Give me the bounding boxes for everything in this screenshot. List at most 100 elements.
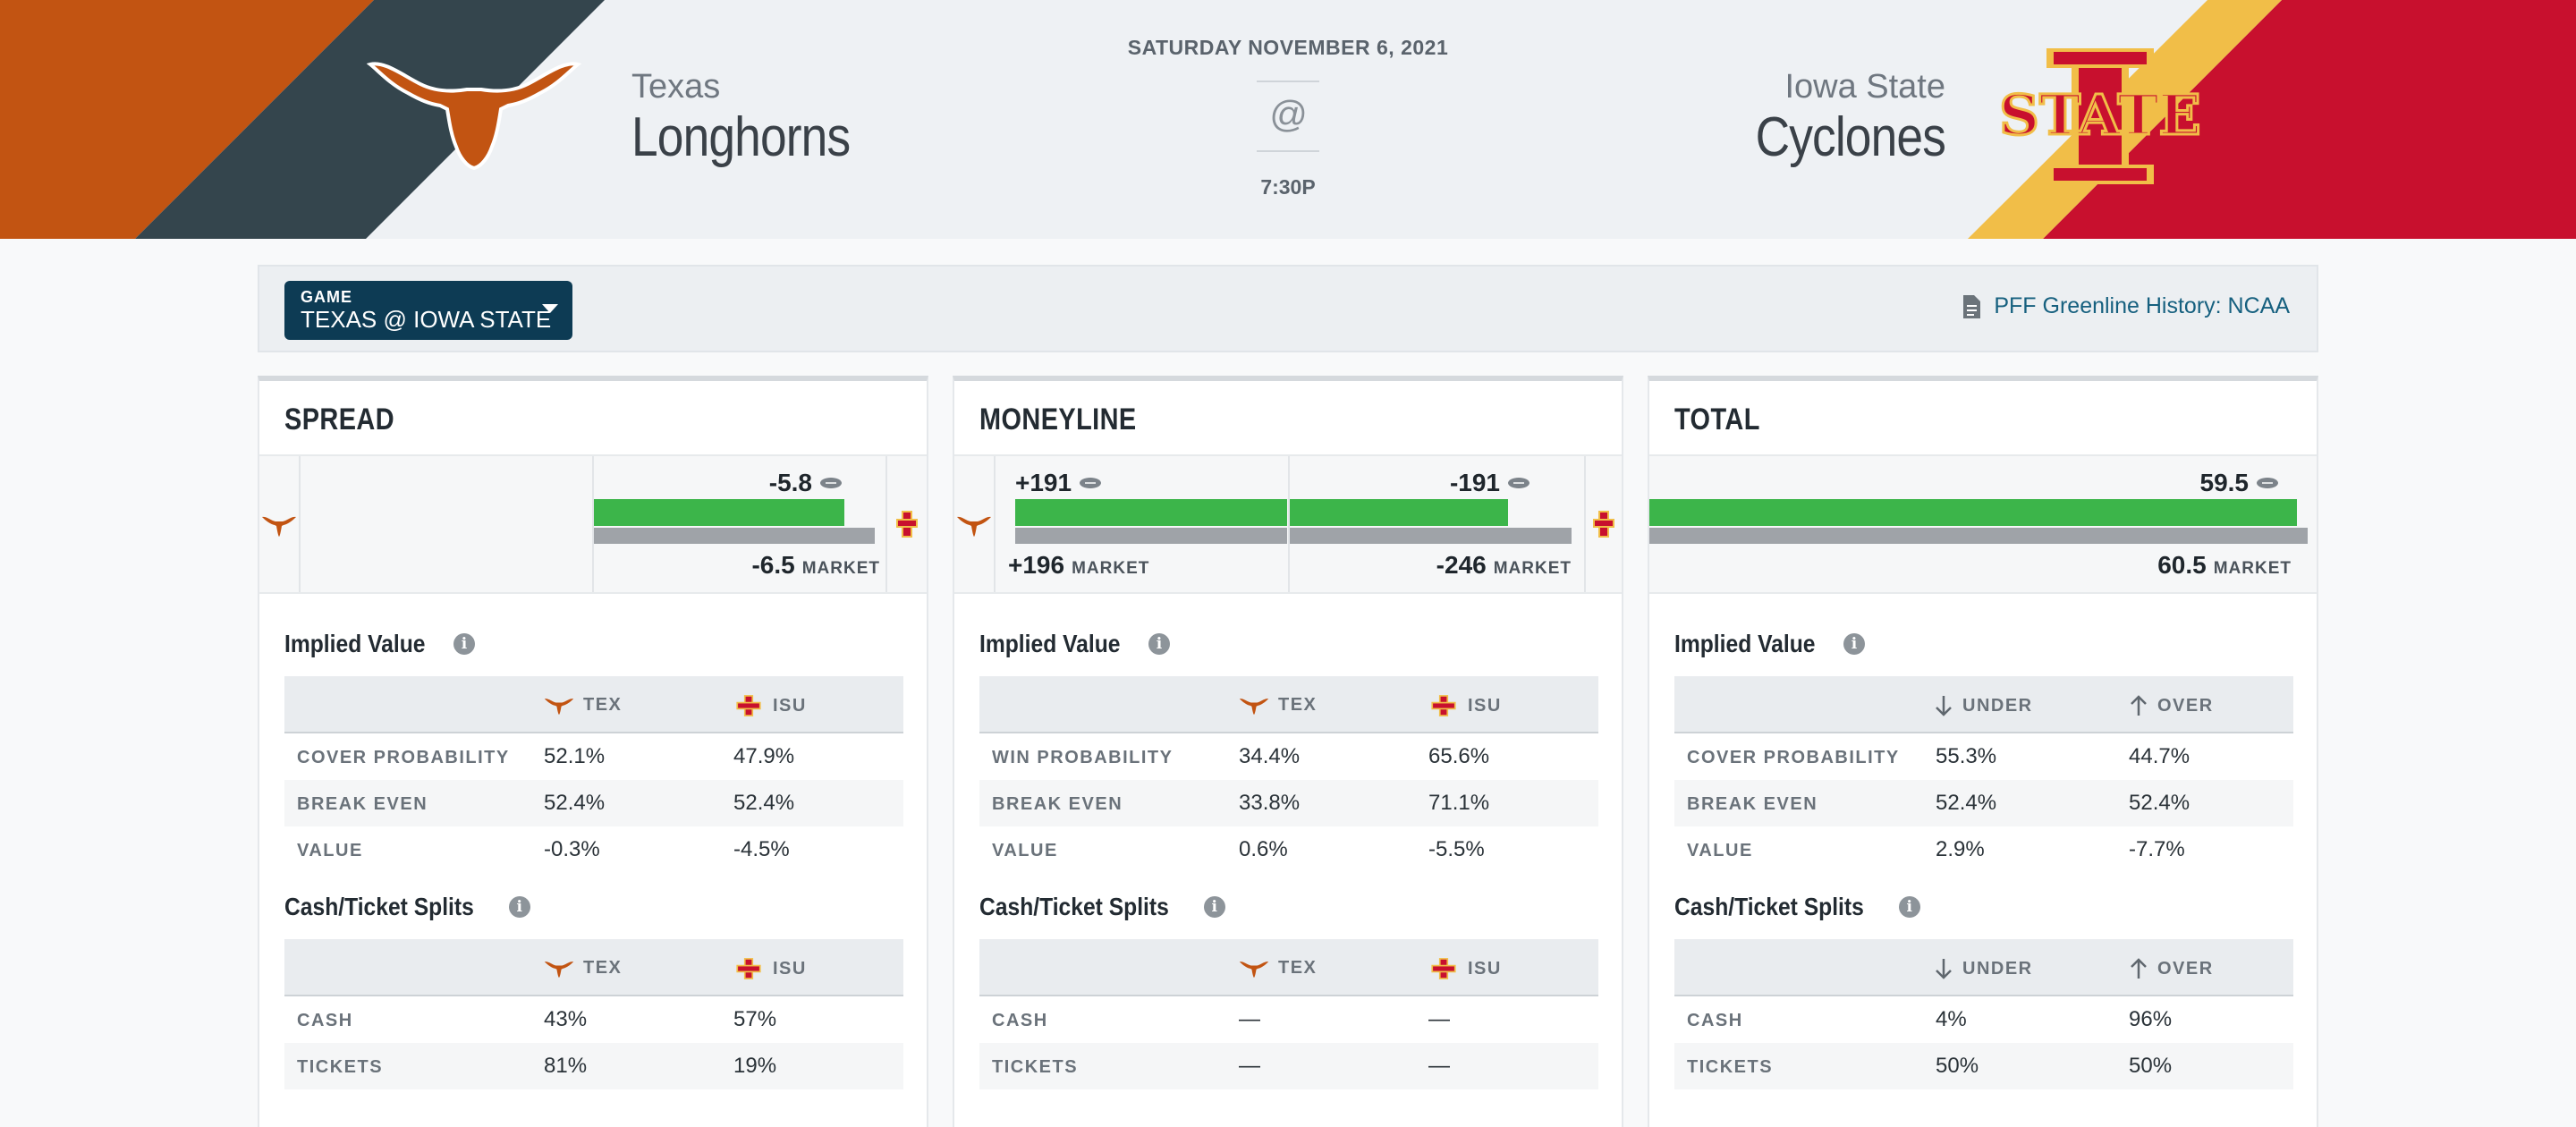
table-row: BREAK EVEN 33.8% 71.1% — [979, 780, 1598, 826]
table-header: TEX ISU — [979, 939, 1598, 996]
implied-value-table: UNDER OVER COVER PROBABILITY 55.3% 44.7% B… — [1674, 676, 2293, 873]
table-header: TEX ISU — [284, 676, 903, 733]
spread-line-area: -5.8 -6.5 MARKET — [259, 454, 927, 594]
isu-logo-icon — [736, 695, 761, 716]
implied-value-title: Implied Value i — [979, 630, 1170, 658]
total-line-area: 59.5 60.5 MARKET — [1649, 454, 2317, 594]
panel-title: MONEYLINE — [979, 402, 1137, 436]
pff-spread-line: -5.8 — [769, 469, 843, 497]
game-header: Texas Longhorns SATURDAY NOVEMBER 6, 202… — [0, 0, 2576, 239]
table-header: TEX ISU — [284, 939, 903, 996]
market-total-bar — [1649, 528, 2308, 544]
isu-logo-icon: STATE — [1998, 48, 2202, 184]
pff-total-line: 59.5 — [2200, 469, 2280, 497]
divider — [299, 456, 301, 592]
divider — [994, 456, 996, 592]
home-team-name: Cyclones — [1755, 106, 1946, 168]
implied-value-title: Implied Value i — [284, 630, 475, 658]
game-time: 7:30P — [1260, 175, 1316, 199]
panel-title: SPREAD — [284, 402, 394, 436]
arrow-down-icon — [1936, 696, 1952, 716]
splits-table: TEX ISU CASH — — TICKETS — — — [979, 939, 1598, 1089]
info-icon[interactable]: i — [1203, 896, 1225, 918]
home-team-city: Iowa State — [1784, 68, 1945, 106]
football-icon — [1080, 478, 1102, 488]
longhorn-icon — [957, 516, 991, 537]
greenline-history-link[interactable]: PFF Greenline History: NCAA — [1962, 293, 2290, 319]
pff-home-moneyline: -191 — [1450, 469, 1530, 497]
column-header-over: OVER — [2129, 957, 2214, 980]
pff-away-moneyline: +191 — [1015, 469, 1102, 497]
info-icon[interactable]: i — [453, 633, 475, 655]
longhorn-icon — [1239, 699, 1269, 716]
chevron-down-icon — [542, 304, 558, 313]
market-home-bar — [1290, 528, 1572, 544]
column-header-isu: ISU — [733, 957, 807, 980]
longhorn-icon — [544, 962, 574, 979]
column-header-tex: TEX — [544, 694, 622, 716]
market-away-bar — [1015, 528, 1287, 544]
implied-value-table: TEX ISU COVER PROBABILITY 52.1% 47.9% BREA… — [284, 676, 903, 873]
game-selector-label: GAME — [301, 288, 352, 306]
table-row: WIN PROBABILITY 34.4% 65.6% — [992, 744, 1490, 768]
document-icon — [1963, 294, 1981, 318]
team-color-stripes — [0, 0, 2576, 239]
arrow-down-icon — [1936, 959, 1952, 979]
game-bar: GAME TEXAS @ IOWA STATE PFF Greenline Hi… — [258, 265, 2318, 352]
cash-ticket-splits-title: Cash/Ticket Splits i — [1674, 893, 1920, 921]
info-icon[interactable]: i — [1148, 633, 1170, 655]
moneyline-line-area: +191 +196 MARKET -191 -246 MARKET — [954, 454, 1622, 594]
arrow-up-icon — [2131, 958, 2147, 979]
market-spread-line: -6.5 MARKET — [751, 551, 880, 579]
pff-line-bar — [594, 499, 844, 526]
table-header: TEX ISU — [979, 676, 1598, 733]
at-symbol: @ — [1268, 93, 1308, 135]
market-away-moneyline: +196 MARKET — [1008, 551, 1150, 579]
implied-value-title: Implied Value i — [1674, 630, 1865, 658]
isu-logo-icon — [736, 958, 761, 979]
away-team-name: Longhorns — [631, 106, 851, 168]
game-date: SATURDAY NOVEMBER 6, 2021 — [1127, 36, 1449, 59]
moneyline-panel: MONEYLINE +191 +196 MARKET -191 -246 MARKE… — [953, 376, 1623, 1127]
splits-table: TEX ISU CASH 43% 57% TICKETS 81% 19% — [284, 939, 903, 1089]
market-home-moneyline: -246 MARKET — [1436, 551, 1572, 579]
divider — [1288, 456, 1290, 592]
longhorn-icon — [544, 699, 574, 716]
table-row: VALUE 0.6% -5.5% — [992, 837, 1485, 861]
info-icon[interactable]: i — [1898, 896, 1920, 918]
splits-table: UNDER OVER CASH 4% 96% TICKETS 50% 50% — [1674, 939, 2293, 1089]
column-header-tex: TEX — [1239, 957, 1317, 979]
longhorn-icon — [1239, 962, 1269, 979]
cash-ticket-splits-title: Cash/Ticket Splits i — [979, 893, 1225, 921]
column-header-tex: TEX — [544, 957, 622, 979]
total-panel: TOTAL 59.5 60.5 MARKET Implied Value i UN… — [1648, 376, 2318, 1127]
table-row: TICKETS — — — [979, 1043, 1598, 1089]
column-header-isu: ISU — [733, 694, 807, 717]
football-icon — [1508, 478, 1530, 488]
divider — [1257, 80, 1319, 82]
market-total-line: 60.5 MARKET — [2157, 551, 2292, 579]
isu-logo-icon — [1431, 958, 1456, 979]
greenline-history-text: PFF Greenline History: NCAA — [1994, 293, 2290, 318]
longhorn-icon — [262, 516, 296, 537]
isu-logo-icon — [1593, 511, 1614, 538]
table-row: CASH 4% 96% — [1687, 1007, 2173, 1031]
game-selector-dropdown[interactable]: GAME TEXAS @ IOWA STATE — [284, 281, 572, 340]
table-row: VALUE -0.3% -4.5% — [297, 837, 790, 861]
market-line-bar — [594, 528, 875, 544]
away-team-city: Texas — [631, 68, 721, 106]
info-icon[interactable]: i — [508, 896, 530, 918]
column-header-tex: TEX — [1239, 694, 1317, 716]
game-selector-value: TEXAS @ IOWA STATE — [301, 306, 552, 333]
column-header-isu: ISU — [1428, 957, 1502, 980]
arrow-up-icon — [2131, 695, 2147, 716]
pff-home-bar — [1290, 499, 1508, 526]
table-row: CASH 43% 57% — [297, 1007, 777, 1031]
info-icon[interactable]: i — [1843, 633, 1865, 655]
table-row: BREAK EVEN 52.4% 52.4% — [284, 780, 903, 826]
table-row: CASH — — — [992, 1007, 1450, 1031]
panel-title: TOTAL — [1674, 402, 1760, 436]
football-icon — [820, 478, 842, 488]
table-row: COVER PROBABILITY 52.1% 47.9% — [297, 744, 795, 768]
table-header: UNDER OVER — [1674, 939, 2293, 996]
